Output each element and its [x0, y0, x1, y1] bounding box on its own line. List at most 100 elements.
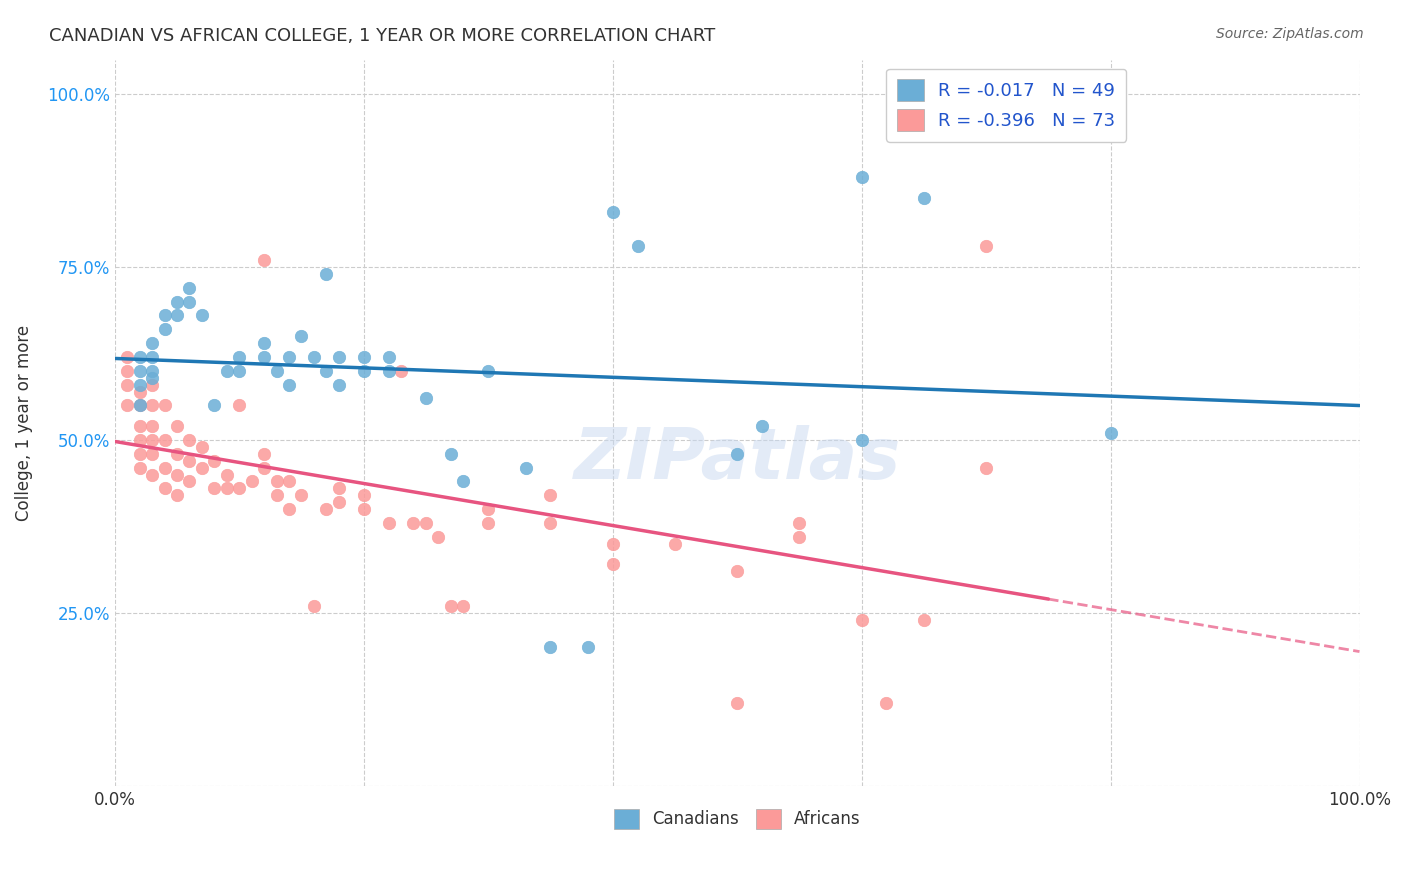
Text: CANADIAN VS AFRICAN COLLEGE, 1 YEAR OR MORE CORRELATION CHART: CANADIAN VS AFRICAN COLLEGE, 1 YEAR OR M… — [49, 27, 716, 45]
Point — [266, 488, 288, 502]
Point — [153, 433, 176, 447]
Point — [974, 239, 997, 253]
Point — [141, 433, 163, 447]
Point — [377, 516, 399, 530]
Point — [215, 364, 238, 378]
Text: ZIPatlas: ZIPatlas — [574, 425, 901, 493]
Point — [477, 502, 499, 516]
Point — [115, 377, 138, 392]
Point — [302, 350, 325, 364]
Point — [290, 329, 312, 343]
Point — [440, 599, 463, 613]
Point — [153, 482, 176, 496]
Point — [141, 364, 163, 378]
Point — [128, 460, 150, 475]
Point — [128, 364, 150, 378]
Point — [664, 537, 686, 551]
Point — [725, 447, 748, 461]
Point — [278, 377, 301, 392]
Point — [115, 350, 138, 364]
Point — [166, 488, 188, 502]
Point — [179, 454, 201, 468]
Point — [477, 364, 499, 378]
Point — [538, 488, 561, 502]
Point — [202, 398, 225, 412]
Point — [128, 447, 150, 461]
Point — [128, 398, 150, 412]
Point — [353, 488, 375, 502]
Point — [302, 599, 325, 613]
Point — [974, 460, 997, 475]
Point — [153, 322, 176, 336]
Point — [141, 447, 163, 461]
Point — [912, 191, 935, 205]
Point — [876, 696, 898, 710]
Point — [353, 502, 375, 516]
Point — [128, 433, 150, 447]
Point — [179, 433, 201, 447]
Point — [315, 364, 337, 378]
Point — [115, 398, 138, 412]
Point — [415, 516, 437, 530]
Point — [253, 447, 276, 461]
Point — [166, 447, 188, 461]
Point — [215, 482, 238, 496]
Point — [328, 350, 350, 364]
Point — [851, 433, 873, 447]
Point — [278, 350, 301, 364]
Y-axis label: College, 1 year or more: College, 1 year or more — [15, 325, 32, 521]
Point — [440, 447, 463, 461]
Point — [153, 309, 176, 323]
Point — [725, 696, 748, 710]
Point — [851, 613, 873, 627]
Point — [141, 377, 163, 392]
Point — [278, 502, 301, 516]
Point — [128, 419, 150, 434]
Point — [166, 294, 188, 309]
Point — [377, 364, 399, 378]
Point — [141, 336, 163, 351]
Text: Source: ZipAtlas.com: Source: ZipAtlas.com — [1216, 27, 1364, 41]
Point — [427, 530, 450, 544]
Point — [253, 336, 276, 351]
Point — [253, 460, 276, 475]
Point — [115, 364, 138, 378]
Point — [228, 398, 250, 412]
Point — [515, 460, 537, 475]
Point — [191, 460, 214, 475]
Point — [228, 364, 250, 378]
Point — [1099, 426, 1122, 441]
Point — [353, 350, 375, 364]
Point — [626, 239, 648, 253]
Point — [191, 309, 214, 323]
Point — [166, 467, 188, 482]
Point — [128, 384, 150, 399]
Point — [141, 467, 163, 482]
Point — [253, 253, 276, 268]
Point — [179, 294, 201, 309]
Point — [266, 475, 288, 489]
Point — [453, 475, 475, 489]
Point — [751, 419, 773, 434]
Point — [141, 398, 163, 412]
Point — [602, 558, 624, 572]
Point — [912, 613, 935, 627]
Point — [228, 482, 250, 496]
Point — [179, 281, 201, 295]
Point — [328, 495, 350, 509]
Point — [389, 364, 412, 378]
Point — [851, 170, 873, 185]
Point — [538, 640, 561, 655]
Point — [191, 440, 214, 454]
Point — [315, 267, 337, 281]
Point — [228, 350, 250, 364]
Point — [538, 516, 561, 530]
Point — [266, 364, 288, 378]
Point — [402, 516, 425, 530]
Point — [179, 475, 201, 489]
Point — [315, 502, 337, 516]
Point — [141, 370, 163, 384]
Legend: Canadians, Africans: Canadians, Africans — [607, 802, 868, 836]
Point — [141, 419, 163, 434]
Point — [328, 482, 350, 496]
